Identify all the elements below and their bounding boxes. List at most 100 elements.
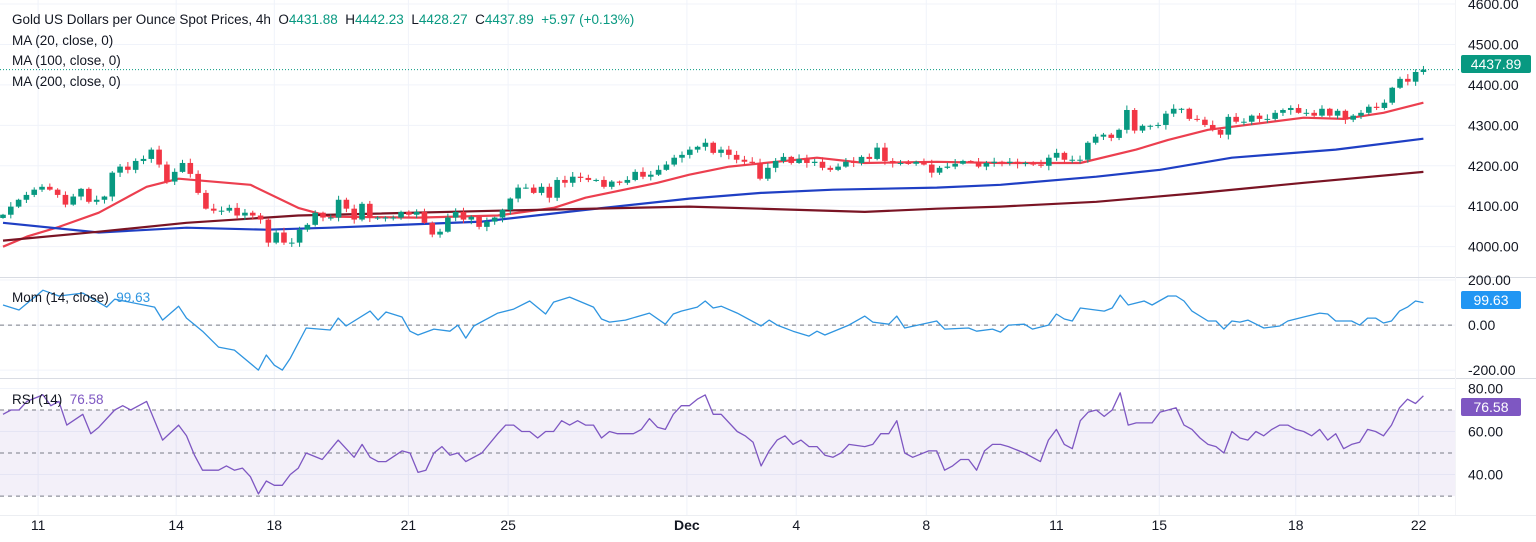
candle-up	[1147, 125, 1154, 127]
candle-down	[741, 159, 748, 162]
candle-up	[1069, 159, 1076, 161]
x-tick-label: 8	[922, 517, 930, 533]
candle-down	[460, 211, 467, 220]
candle-up	[335, 199, 342, 218]
candle-up	[304, 224, 311, 230]
candle-up	[1264, 118, 1271, 120]
candle-up	[15, 199, 22, 207]
candle-down	[125, 166, 131, 170]
candle-down	[866, 156, 873, 159]
ma100-legend[interactable]: MA (100, close, 0)	[12, 53, 121, 68]
candle-down	[1202, 119, 1208, 125]
candle-down	[577, 176, 584, 178]
candle-up	[663, 164, 670, 170]
x-tick-label: 22	[1411, 517, 1427, 533]
candle-down	[585, 177, 592, 180]
candle-up	[445, 217, 451, 232]
candle-down	[850, 161, 857, 163]
candle-up	[78, 188, 84, 197]
y-tick-label: 200.00	[1468, 272, 1511, 288]
candle-up	[1366, 106, 1372, 113]
y-tick-label: 4000.00	[1468, 239, 1519, 255]
candle-down	[788, 156, 795, 163]
symbol-title: Gold US Dollars per Ounce Spot Prices, 4…	[12, 12, 271, 27]
candle-up	[647, 174, 654, 177]
candle-up	[765, 167, 771, 179]
high-label: H	[345, 12, 355, 27]
ma20-legend[interactable]: MA (20, close, 0)	[12, 33, 114, 48]
candle-up	[109, 172, 116, 197]
candle-down	[351, 208, 358, 220]
candle-down	[86, 188, 92, 202]
high-value: 4442.23	[354, 12, 404, 27]
candle-down	[999, 161, 1005, 163]
candle-down	[804, 158, 810, 163]
ma20-line	[2, 101, 1424, 248]
candle-up	[70, 196, 77, 205]
time-axis[interactable]: 11 14 18 21 25 Dec 4 8 11 15 18 22	[31, 517, 1427, 533]
candle-up	[1139, 125, 1146, 131]
price-axis[interactable]: 4000.00 4100.00 4200.00 4300.00 4400.00 4500.…	[1468, 0, 1519, 483]
candle-down	[546, 186, 553, 198]
candle-up	[718, 149, 724, 153]
candle-up	[312, 212, 318, 225]
candle-up	[218, 210, 225, 212]
candle-down	[156, 149, 162, 165]
reference-lines	[0, 69, 1460, 497]
x-tick-label: 11	[31, 517, 46, 533]
candle-up	[796, 158, 802, 163]
candle-up	[296, 229, 303, 243]
candle-up	[1280, 109, 1286, 113]
candle-down	[164, 164, 170, 182]
candle-up	[31, 189, 38, 195]
y-tick-label: 4300.00	[1468, 117, 1519, 133]
candle-up	[780, 156, 787, 161]
change-value: +5.97 (+0.13%)	[541, 12, 635, 27]
candle-down	[921, 161, 927, 165]
candle-up	[1163, 113, 1169, 125]
candle-up	[569, 176, 576, 183]
candle-up	[491, 217, 498, 222]
candle-up	[39, 186, 45, 190]
candle-down	[429, 222, 436, 235]
candle-down	[640, 171, 646, 177]
candle-up	[1397, 78, 1403, 88]
y-tick-label: -200.00	[1468, 362, 1516, 378]
candle-up	[1412, 71, 1419, 82]
candle-up	[991, 161, 997, 163]
ma200-legend[interactable]: MA (200, close, 0)	[12, 74, 121, 89]
candle-up	[936, 167, 943, 173]
low-value: 4428.27	[418, 12, 468, 27]
candle-up	[1350, 115, 1356, 120]
pane-separators[interactable]	[0, 0, 1536, 516]
mom-value: 99.63	[116, 290, 151, 305]
candle-up	[632, 171, 638, 180]
candle-down	[1108, 134, 1115, 138]
candle-down	[726, 149, 732, 155]
candle-up	[694, 146, 701, 150]
moving-averages	[2, 101, 1424, 248]
candle-up	[1319, 108, 1325, 116]
mom-legend[interactable]: Mom (14, close) 99.63	[12, 290, 150, 305]
mom-value-badge: 99.63	[1461, 291, 1521, 309]
candle-up	[874, 147, 880, 159]
candle-up	[1287, 107, 1294, 110]
candle-up	[242, 212, 248, 216]
candle-down	[476, 216, 482, 227]
candle-up	[1053, 152, 1060, 158]
candle-up	[437, 231, 443, 235]
rsi-legend[interactable]: RSI (14) 76.58	[12, 392, 104, 407]
candle-down	[195, 173, 201, 193]
candle-up	[1272, 112, 1278, 119]
candle-up	[148, 149, 155, 159]
rsi-value-badge: 76.58	[1461, 398, 1521, 416]
mom-title: Mom (14, close)	[12, 290, 109, 305]
candle-up	[554, 179, 560, 198]
candle-up	[23, 194, 30, 200]
candle-down	[1209, 124, 1216, 130]
candle-down	[601, 179, 607, 187]
candle-down	[710, 142, 717, 153]
rsi-title: RSI (14)	[12, 392, 63, 407]
candle-up	[1420, 69, 1427, 72]
